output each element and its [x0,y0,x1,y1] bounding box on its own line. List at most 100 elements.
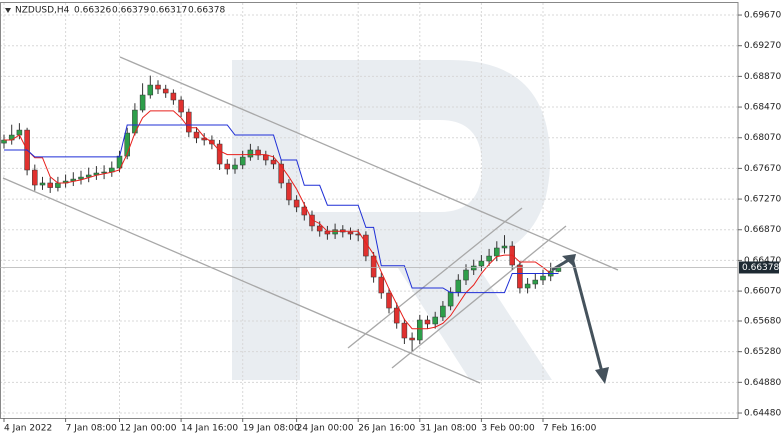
candle-body [478,260,485,267]
candle-body [85,174,92,178]
candle-body [501,245,508,249]
candle-body [370,255,377,278]
candle-body [101,171,107,174]
candle-body [55,182,61,188]
candle-body [440,305,446,318]
x-tick-label: 3 Feb 00:00 [481,424,535,434]
trend-line [347,207,523,349]
y-tick-label: 0.65680 [744,316,781,326]
candle-body [517,264,523,289]
candle-body [432,316,438,325]
price-label: 0.66378 [742,263,779,273]
candle-body [193,131,200,139]
y-tick-label: 0.69670 [744,11,781,21]
y-tick-label: 0.64880 [744,378,781,388]
symbol-title: NZDUSD,H4 [15,6,70,16]
candle-body [386,292,392,309]
y-tick-label: 0.68470 [744,103,781,113]
price-label-box [739,261,779,274]
x-tick-label: 7 Feb 16:00 [543,424,597,434]
x-tick-label: 24 Jan 00:00 [297,424,354,434]
candle-body [216,143,223,165]
candle-body [247,149,254,158]
x-tick-label: 12 Jan 00:00 [120,424,177,434]
y-tick-label: 0.66070 [744,287,781,297]
arrow-head [595,367,609,384]
candle-body [155,84,161,90]
arrow-head [562,254,576,266]
candle-body [47,182,53,188]
x-tick-label: 31 Jan 08:00 [420,424,477,434]
candle-body [278,163,284,184]
candle-body [270,159,277,165]
header-open: 0.66326 [74,6,111,16]
y-tick-label: 0.65280 [744,347,781,357]
x-tick-label: 14 Jan 16:00 [181,424,238,434]
candle-body [316,225,323,232]
candle-body [301,206,308,216]
candle-body [417,319,423,341]
watermark-logo [232,60,552,380]
candle-body [455,279,462,293]
candle-body [524,283,531,289]
y-tick-label: 0.67670 [744,164,781,174]
candle-body [347,231,354,235]
header-low: 0.66317 [150,6,187,16]
trend-line [391,225,567,369]
candle-body [409,337,415,341]
candle-body [39,182,46,186]
y-tick-label: 0.69270 [744,41,781,51]
x-tick-label: 4 Jan 2022 [4,424,52,434]
trend-line [2,177,481,384]
candle-body [424,319,431,325]
plot [1,75,562,351]
candle-body [463,269,469,281]
candle-body [393,307,400,324]
candle-body [378,276,385,294]
plot-frame [0,2,739,419]
candle-body [470,265,477,271]
candle-body [401,322,408,339]
candle-body [186,111,192,133]
candle-body [147,84,154,96]
trend-lines [2,56,619,384]
candle-body [78,176,84,180]
y-tick-label: 0.66470 [744,256,781,266]
candle-body [239,156,246,166]
header-close: 0.66378 [188,6,225,16]
candle-body [263,154,269,161]
candle-body [332,229,338,235]
indicator-line [4,124,559,294]
candle-body [540,275,546,281]
candle-body [232,164,238,170]
candle-body [494,247,500,257]
x-tick-label: 7 Jan 08:00 [66,424,118,434]
y-tick-label: 0.68870 [744,72,781,82]
y-tick-label: 0.64480 [744,409,781,419]
x-tick-label: 26 Jan 16:00 [358,424,415,434]
x-tick-label: 19 Jan 08:00 [243,424,300,434]
menu-triangle [5,8,11,13]
candle-body [178,99,184,113]
y-tick-label: 0.67270 [744,195,781,205]
candle-body [293,199,300,208]
candle-body [224,163,231,170]
trend-line [119,56,619,271]
candle-body [363,234,369,257]
y-tick-label: 0.68070 [744,133,781,143]
forecast-arrow [551,254,609,384]
y-tick-label: 0.66870 [744,225,781,235]
grid [0,3,738,418]
candle-body [170,92,177,101]
candle-body [139,94,146,111]
header-high: 0.66379 [112,6,149,16]
candle-body [532,279,539,285]
candle-body [162,88,169,94]
candle-body [32,169,38,186]
candle-body [486,255,492,262]
candle-body [16,129,23,136]
candle-body [286,182,292,201]
candle-body [447,291,454,307]
